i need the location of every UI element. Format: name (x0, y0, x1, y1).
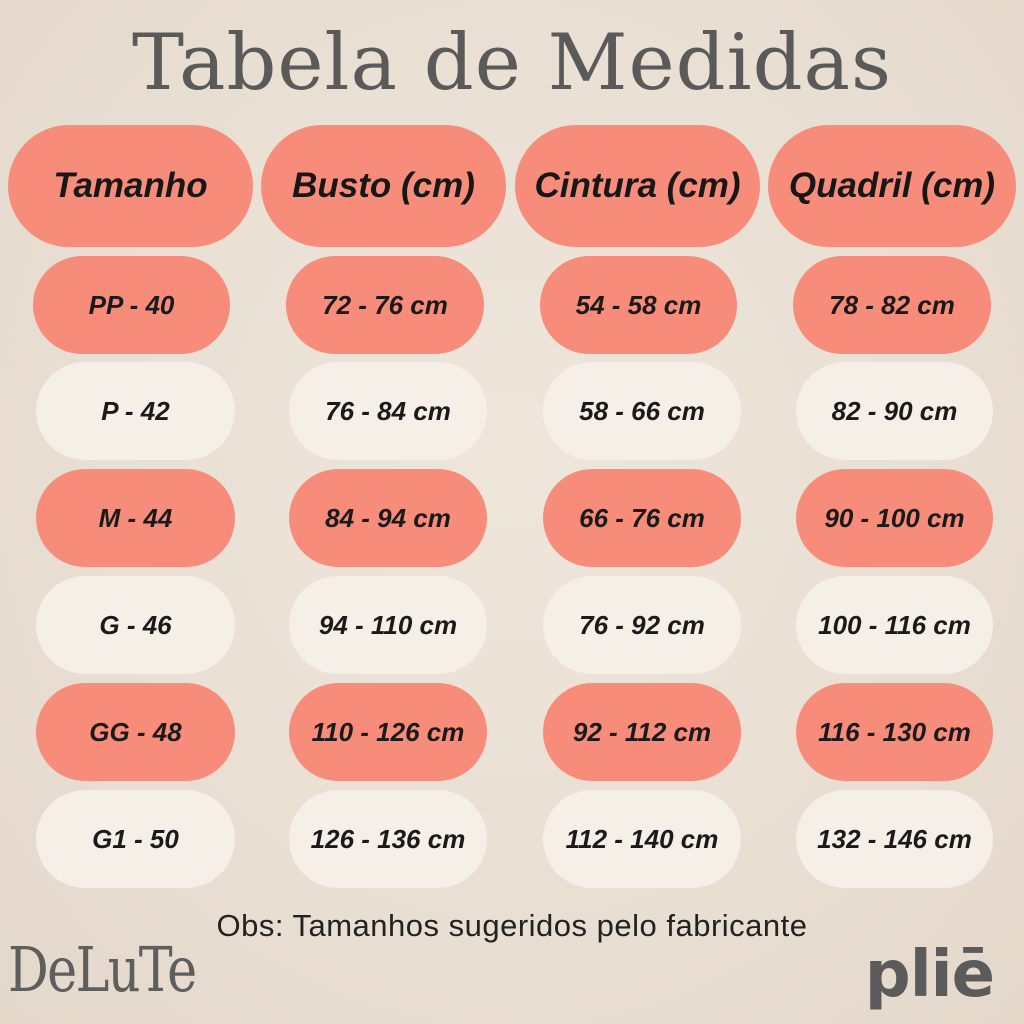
cell-size: G - 46 (36, 576, 235, 674)
cell-busto: 110 - 126 cm (289, 683, 487, 781)
cell-quadril: 82 - 90 cm (796, 362, 993, 460)
header-quadril: Quadril (cm) (768, 125, 1016, 247)
cell-cintura: 54 - 58 cm (540, 256, 737, 354)
cell-cintura: 66 - 76 cm (543, 469, 741, 567)
page-title: Tabela de Medidas (131, 18, 893, 108)
cell-busto: 94 - 110 cm (289, 576, 487, 674)
cell-quadril: 100 - 116 cm (796, 576, 993, 674)
header-cintura: Cintura (cm) (515, 125, 760, 247)
cell-cintura: 76 - 92 cm (543, 576, 741, 674)
cell-quadril: 78 - 82 cm (793, 256, 991, 354)
delute-logo: DeLuTe (8, 933, 197, 1006)
header-tamanho: Tamanho (8, 125, 253, 247)
cell-busto: 84 - 94 cm (289, 469, 487, 567)
cell-busto: 72 - 76 cm (286, 256, 484, 354)
cell-size: GG - 48 (36, 683, 235, 781)
cell-size: G1 - 50 (36, 790, 235, 888)
cell-cintura: 92 - 112 cm (543, 683, 741, 781)
cell-cintura: 112 - 140 cm (543, 790, 741, 888)
cell-size: P - 42 (36, 362, 235, 460)
plie-logo: pliē (864, 938, 995, 1012)
cell-quadril: 116 - 130 cm (796, 683, 993, 781)
cell-quadril: 132 - 146 cm (796, 790, 993, 888)
cell-busto: 76 - 84 cm (289, 362, 487, 460)
footnote: Obs: Tamanhos sugeridos pelo fabricante (216, 908, 808, 943)
cell-cintura: 58 - 66 cm (543, 362, 741, 460)
cell-quadril: 90 - 100 cm (796, 469, 993, 567)
cell-size: PP - 40 (33, 256, 230, 354)
cell-size: M - 44 (36, 469, 235, 567)
header-busto: Busto (cm) (261, 125, 506, 247)
cell-busto: 126 - 136 cm (289, 790, 487, 888)
